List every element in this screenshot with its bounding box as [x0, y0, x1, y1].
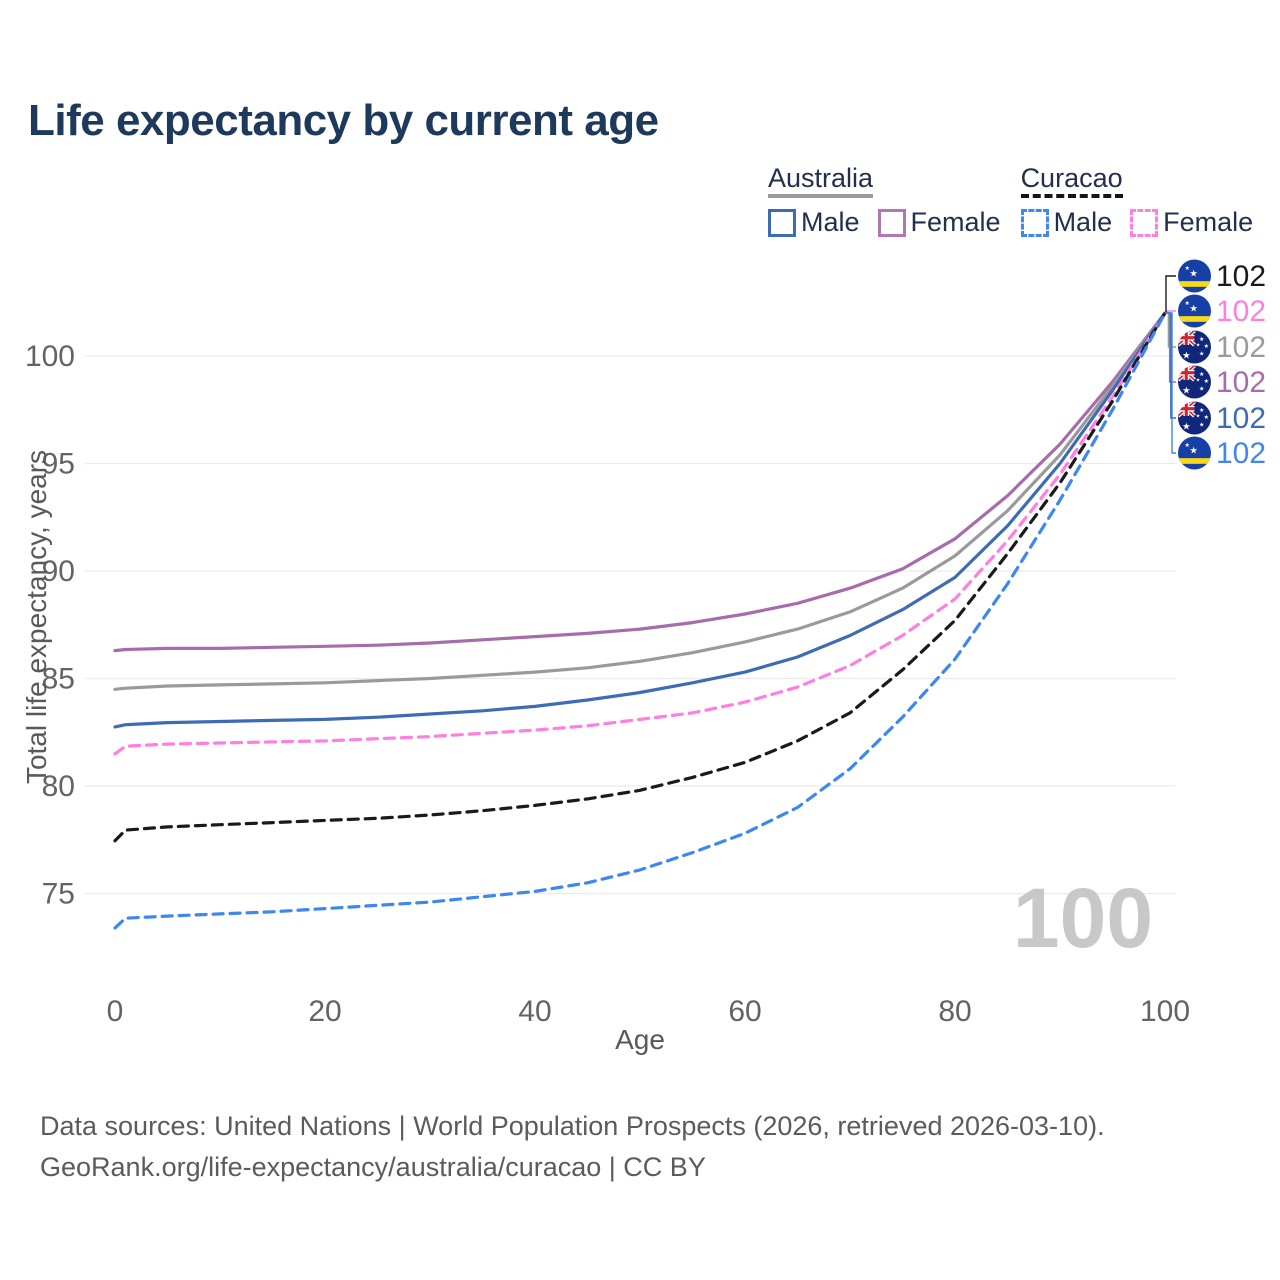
legend-swatch-australia-female — [877, 208, 906, 237]
license-line: GeoRank.org/life-expectancy/australia/cu… — [40, 1152, 706, 1182]
series-line-curacao-male[interactable] — [113, 311, 1167, 930]
series-line-australia-female[interactable] — [113, 311, 1167, 653]
end-label-connector-curacao-both — [1165, 275, 1176, 314]
end-label-connector-curacao-male — [1165, 312, 1176, 454]
x-tick-label: 40 — [518, 995, 551, 1028]
curacao-flag-icon — [1178, 260, 1211, 293]
australia-flag-icon — [1178, 402, 1211, 435]
source-attribution: Data sources: United Nations | World Pop… — [40, 1106, 1105, 1188]
legend-group-title-curacao[interactable]: Curacao — [1020, 163, 1123, 198]
y-axis-title: Total life expectancy, years — [21, 450, 52, 784]
legend-items-curacao: Male Female — [1020, 207, 1253, 238]
end-label-value-curacao-both: 102 — [1216, 260, 1266, 293]
y-tick-label: 90 — [42, 555, 75, 588]
legend-item-label: Male — [1053, 207, 1113, 237]
y-tick-label: 75 — [42, 878, 75, 911]
y-tick-label: 100 — [25, 340, 75, 373]
series-line-curacao-both[interactable] — [113, 311, 1167, 843]
end-label-value-curacao-female: 102 — [1216, 295, 1266, 328]
legend-item-label: Male — [801, 207, 860, 237]
legend-item-curacao-male[interactable]: Male — [1020, 207, 1113, 238]
y-tick-label: 95 — [42, 448, 75, 481]
end-label-value-australia-male: 102 — [1216, 402, 1266, 435]
curacao-flag-icon — [1178, 295, 1211, 328]
legend-swatch-curacao-male — [1020, 208, 1049, 237]
x-tick-label: 60 — [728, 995, 761, 1028]
legend-items-australia: Male Female — [768, 207, 1001, 238]
page-title: Life expectancy by current age — [28, 96, 659, 145]
y-tick-label: 85 — [42, 663, 75, 696]
age-frame-watermark: 100 — [1013, 871, 1153, 965]
legend-item-label: Female — [910, 207, 1001, 237]
legend-swatch-australia-male — [768, 208, 796, 237]
legend-group-curacao: Curacao Male Female — [1020, 163, 1253, 238]
legend-item-curacao-female[interactable]: Female — [1130, 207, 1253, 238]
legend-item-label: Female — [1163, 207, 1254, 237]
y-tick-label: 80 — [42, 770, 75, 803]
chart-legend: Australia Male Female Curacao Male Femal… — [768, 163, 1253, 238]
series-line-australia-male[interactable] — [113, 311, 1167, 729]
end-label-value-curacao-male: 102 — [1216, 437, 1266, 470]
x-tick-label: 20 — [308, 995, 341, 1028]
legend-group-australia: Australia Male Female — [768, 163, 1001, 238]
end-label-value-australia-female: 102 — [1216, 366, 1266, 399]
data-sources-line: Data sources: United Nations | World Pop… — [40, 1111, 1105, 1141]
series-line-curacao-female[interactable] — [113, 311, 1167, 756]
x-axis-title: Age — [615, 1024, 665, 1055]
series-line-australia-both[interactable] — [113, 311, 1167, 691]
curacao-flag-icon — [1178, 437, 1211, 470]
legend-item-australia-male[interactable]: Male — [768, 207, 860, 238]
legend-group-title-australia[interactable]: Australia — [768, 163, 874, 198]
x-tick-label: 0 — [107, 995, 124, 1028]
legend-item-australia-female[interactable]: Female — [877, 207, 1001, 238]
legend-swatch-curacao-female — [1130, 208, 1159, 237]
australia-flag-icon — [1178, 366, 1211, 399]
x-tick-label: 80 — [938, 995, 971, 1028]
australia-flag-icon — [1178, 331, 1211, 364]
end-label-connector-australia-male — [1165, 312, 1176, 419]
x-tick-label: 100 — [1140, 995, 1190, 1028]
end-label-value-australia-both: 102 — [1216, 331, 1266, 364]
